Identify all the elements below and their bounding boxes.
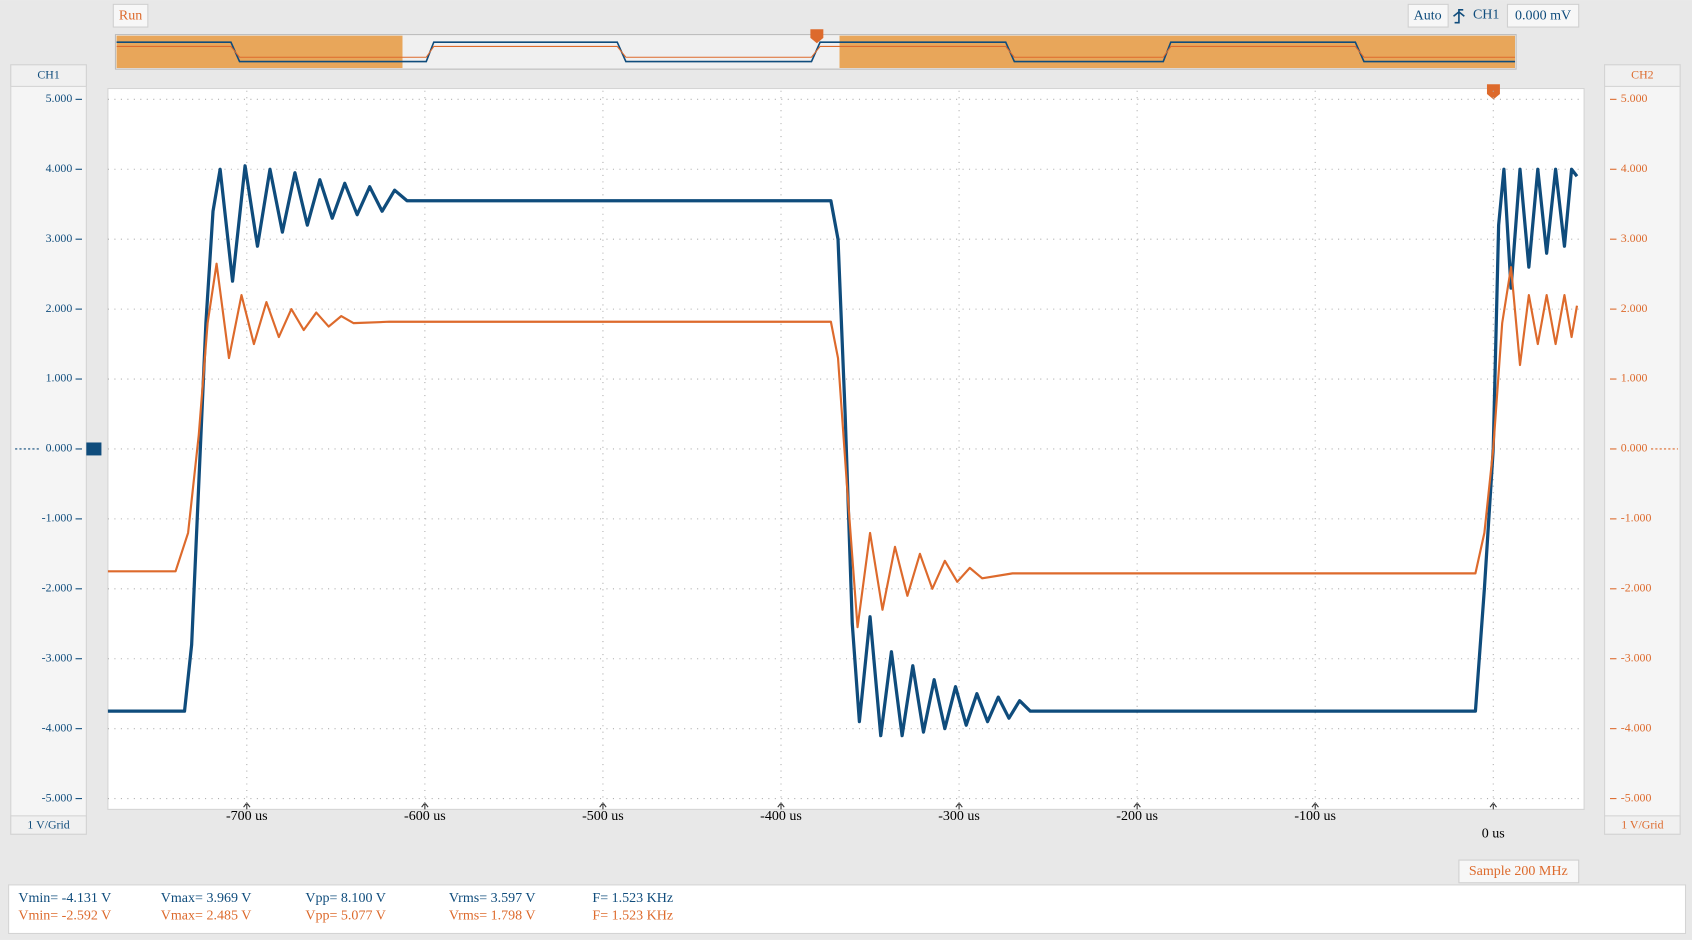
measurement: Vrms= 1.798 V — [449, 908, 536, 923]
x-tick-label: -500 us — [582, 809, 624, 824]
y2-tick-label: 1.000 — [1621, 371, 1648, 385]
run-status: Run — [119, 8, 142, 23]
measurement: F= 1.523 KHz — [592, 891, 673, 906]
y-tick-label: 2.000 — [46, 301, 73, 315]
overview-region — [116, 35, 403, 69]
y2-tick-label: 3.000 — [1621, 231, 1648, 245]
run-button[interactable] — [112, 3, 149, 28]
x-tick-label: -300 us — [938, 809, 980, 824]
measurement: F= 1.523 KHz — [592, 908, 673, 923]
right-scale-box — [1604, 815, 1681, 835]
measurement: Vrms= 3.597 V — [449, 891, 536, 906]
left-axis-header — [10, 64, 87, 87]
trigger-level: 0.000 mV — [1515, 8, 1571, 23]
measurement: Vpp= 8.100 V — [305, 891, 385, 906]
trigger-mode-button[interactable] — [1407, 3, 1449, 28]
y-tick-label: -3.000 — [42, 650, 73, 664]
right-axis-header — [1604, 64, 1681, 87]
ch2-label: CH2 — [1631, 67, 1653, 81]
y2-tick-label: -4.000 — [1621, 720, 1652, 734]
x-tick-label: -100 us — [1294, 809, 1336, 824]
measurement-panel — [8, 884, 1687, 935]
sample-rate-box — [1458, 859, 1580, 884]
y2-tick-label: -1.000 — [1621, 511, 1652, 525]
y2-tick-label: -5.000 — [1621, 790, 1652, 804]
y-tick-label: 1.000 — [46, 371, 73, 385]
ch1-label: CH1 — [37, 67, 59, 81]
measurement: Vmax= 2.485 V — [161, 908, 252, 923]
overview-ch2 — [116, 45, 1516, 58]
waveform — [107, 164, 1579, 738]
y-tick-label: 4.000 — [46, 161, 73, 175]
y-tick-label: -5.000 — [42, 790, 73, 804]
y-tick-label: 0.000 — [46, 441, 73, 455]
x-tick-label: -400 us — [760, 809, 802, 824]
y-tick-label: -1.000 — [42, 511, 73, 525]
x-tick-label: -600 us — [404, 809, 446, 824]
measurement: Vmax= 3.969 V — [161, 891, 252, 906]
x-tick-label: -700 us — [226, 809, 268, 824]
y2-tick-label: 4.000 — [1621, 161, 1648, 175]
y-tick-label: -4.000 — [42, 720, 73, 734]
x-tick-label: -200 us — [1116, 809, 1158, 824]
y2-tick-label: -3.000 — [1621, 650, 1652, 664]
trigger-source: CH1 — [1473, 7, 1499, 22]
measurement: Vmin= -4.131 V — [18, 891, 111, 906]
trigger-mode: Auto — [1414, 8, 1442, 23]
trigger-edge-icon[interactable] — [1453, 8, 1465, 24]
y2-tick-label: 0.000 — [1621, 441, 1648, 455]
overview-region — [839, 35, 1516, 69]
y2-tick-label: -2.000 — [1621, 581, 1652, 595]
ch2-scale: 1 V/Grid — [1621, 817, 1663, 831]
sample-rate: Sample 200 MHz — [1469, 864, 1568, 879]
y2-tick-label: 2.000 — [1621, 301, 1648, 315]
y-tick-label: -2.000 — [42, 581, 73, 595]
measurement: Vmin= -2.592 V — [18, 908, 111, 923]
trigger-level-box[interactable] — [1506, 3, 1580, 28]
left-scale-box — [10, 815, 87, 835]
waveform — [107, 262, 1579, 629]
ch1-offset-handle[interactable] — [86, 442, 102, 456]
overview-trigger-marker — [810, 29, 824, 44]
x-tick-label: 0 us — [1482, 826, 1505, 841]
right-axis-panel — [1604, 64, 1681, 835]
y-tick-label: 3.000 — [46, 231, 73, 245]
y-tick-label: 5.000 — [46, 91, 73, 105]
y2-tick-label: 5.000 — [1621, 91, 1648, 105]
ch1-scale: 1 V/Grid — [27, 817, 69, 831]
measurement: Vpp= 5.077 V — [305, 908, 385, 923]
